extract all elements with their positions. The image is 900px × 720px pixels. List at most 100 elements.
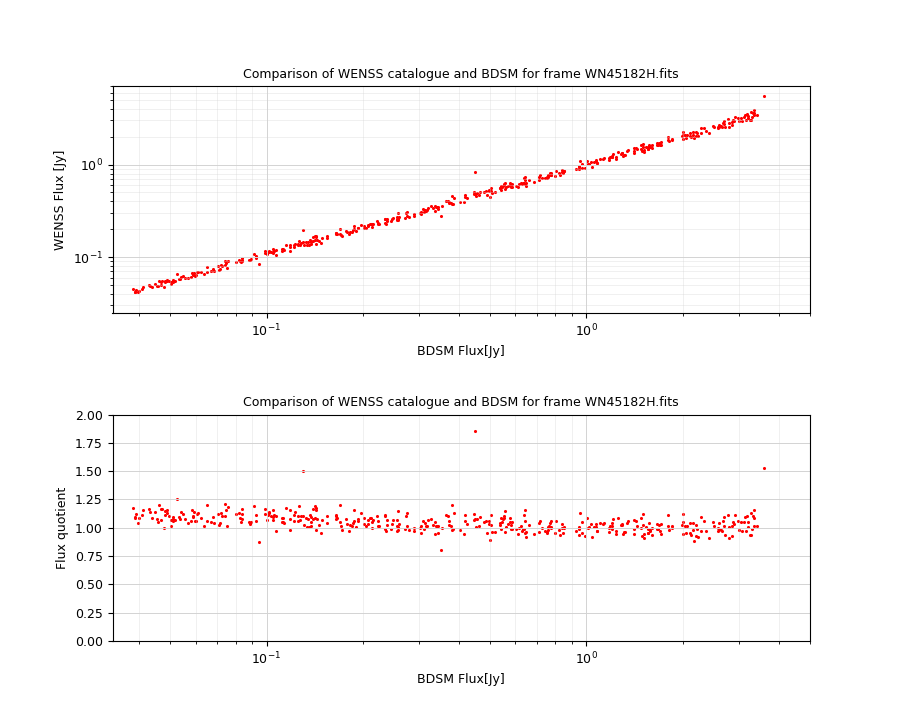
- Point: [247, 248, 261, 259]
- Point: [294, 510, 309, 521]
- Point: [233, 512, 248, 523]
- Point: [746, 107, 760, 118]
- Point: [148, 279, 162, 290]
- Point: [665, 134, 680, 145]
- Point: [333, 228, 347, 240]
- Point: [320, 510, 334, 522]
- Point: [549, 515, 563, 526]
- Point: [145, 281, 159, 292]
- Point: [718, 121, 733, 132]
- Point: [711, 526, 725, 537]
- Point: [503, 523, 517, 535]
- Point: [493, 519, 508, 531]
- Point: [480, 189, 494, 201]
- Point: [414, 528, 428, 539]
- Point: [150, 280, 165, 292]
- Point: [260, 509, 274, 521]
- Point: [320, 517, 334, 528]
- Point: [334, 520, 348, 531]
- Point: [304, 521, 319, 532]
- Point: [645, 529, 660, 541]
- Point: [364, 522, 379, 534]
- Point: [453, 524, 467, 536]
- Point: [539, 172, 554, 184]
- Point: [747, 505, 761, 516]
- Point: [725, 116, 740, 127]
- Point: [365, 514, 380, 526]
- Point: [214, 508, 229, 519]
- Point: [503, 179, 517, 190]
- Point: [283, 241, 297, 253]
- Point: [616, 528, 630, 540]
- Point: [549, 166, 563, 177]
- Point: [665, 133, 680, 145]
- Point: [620, 145, 634, 157]
- Point: [661, 509, 675, 521]
- Point: [482, 184, 497, 196]
- Title: Comparison of WENSS catalogue and BDSM for frame WN45182H.fits: Comparison of WENSS catalogue and BDSM f…: [243, 396, 680, 409]
- Point: [541, 525, 555, 536]
- Point: [158, 505, 173, 516]
- Point: [442, 515, 456, 526]
- Point: [721, 114, 735, 125]
- Point: [131, 512, 146, 523]
- Point: [537, 525, 552, 536]
- Point: [414, 209, 428, 220]
- Point: [688, 130, 703, 142]
- Point: [131, 517, 146, 528]
- Point: [590, 525, 604, 536]
- Point: [260, 248, 274, 260]
- Point: [229, 256, 243, 267]
- Point: [378, 509, 392, 521]
- Point: [400, 210, 414, 222]
- Point: [757, 90, 771, 102]
- Point: [164, 278, 178, 289]
- Point: [378, 217, 392, 229]
- Point: [665, 520, 680, 531]
- Point: [743, 529, 758, 541]
- Point: [361, 515, 375, 526]
- Point: [716, 521, 731, 532]
- Point: [189, 269, 203, 281]
- Point: [603, 521, 617, 532]
- Point: [420, 202, 435, 214]
- Point: [502, 512, 517, 523]
- Point: [354, 508, 368, 519]
- Point: [518, 527, 532, 539]
- Point: [309, 231, 323, 243]
- Point: [472, 189, 486, 201]
- Point: [407, 522, 421, 534]
- Point: [469, 521, 483, 532]
- Point: [557, 165, 572, 176]
- Point: [750, 521, 764, 532]
- Point: [300, 240, 314, 251]
- Point: [428, 516, 443, 528]
- Point: [266, 509, 281, 521]
- Point: [626, 145, 641, 157]
- Point: [262, 507, 276, 518]
- Point: [644, 141, 658, 153]
- Point: [716, 115, 731, 127]
- Point: [605, 520, 619, 531]
- Point: [283, 505, 297, 516]
- Point: [390, 213, 404, 225]
- Point: [371, 217, 385, 228]
- Point: [514, 521, 528, 532]
- Point: [378, 523, 392, 534]
- Point: [514, 177, 528, 189]
- Point: [299, 513, 313, 524]
- Point: [636, 532, 651, 544]
- Point: [151, 516, 166, 528]
- Point: [262, 246, 276, 257]
- Point: [515, 179, 529, 190]
- Point: [537, 172, 552, 184]
- Point: [350, 516, 365, 527]
- Point: [286, 515, 301, 526]
- Point: [197, 269, 211, 280]
- Point: [370, 510, 384, 521]
- Point: [531, 517, 545, 528]
- Point: [593, 153, 608, 165]
- Point: [644, 524, 658, 536]
- Point: [590, 157, 605, 168]
- Point: [616, 150, 630, 162]
